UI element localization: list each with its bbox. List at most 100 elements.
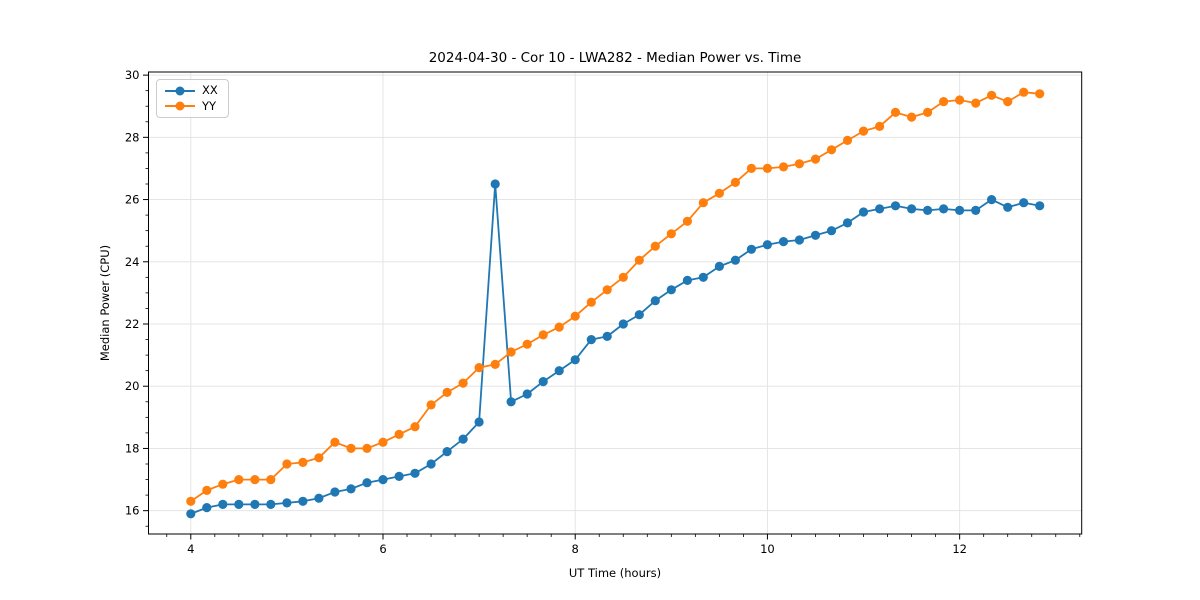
data-point-yy xyxy=(362,443,372,453)
data-point-yy xyxy=(442,387,452,397)
data-point-xx xyxy=(987,195,997,205)
data-point-yy xyxy=(650,241,660,251)
data-point-yy xyxy=(378,437,388,447)
legend-item-yy: YY xyxy=(165,98,218,113)
x-tick-label: 12 xyxy=(952,542,967,556)
data-point-xx xyxy=(875,204,885,214)
data-point-xx xyxy=(186,509,196,519)
data-point-yy xyxy=(234,475,244,485)
data-point-xx xyxy=(554,366,564,376)
data-point-xx xyxy=(842,218,853,228)
data-point-xx xyxy=(442,447,452,457)
data-point-yy xyxy=(202,485,212,495)
data-point-xx xyxy=(714,261,725,271)
data-point-xx xyxy=(394,471,404,481)
data-point-yy xyxy=(923,107,933,117)
data-point-xx xyxy=(650,296,660,306)
data-point-xx xyxy=(474,417,484,427)
data-point-yy xyxy=(474,363,484,373)
x-tick-label: 8 xyxy=(572,542,579,556)
data-point-xx xyxy=(1019,198,1029,208)
data-point-yy xyxy=(939,97,949,107)
data-point-yy xyxy=(602,285,612,295)
y-tick-label: 16 xyxy=(125,504,140,518)
data-point-xx xyxy=(202,503,212,513)
data-point-xx xyxy=(730,255,741,265)
y-tick-label: 28 xyxy=(125,130,140,144)
data-point-xx xyxy=(634,310,644,320)
data-point-xx xyxy=(234,499,244,509)
data-point-xx xyxy=(490,179,500,189)
data-point-yy xyxy=(186,496,196,506)
data-point-xx xyxy=(410,468,420,478)
data-point-yy xyxy=(346,443,356,453)
data-point-yy xyxy=(746,163,757,173)
legend-item-xx: XX xyxy=(165,84,218,97)
x-tick-label: 10 xyxy=(760,542,775,556)
data-point-yy xyxy=(955,95,965,105)
data-point-yy xyxy=(682,216,693,226)
data-point-xx xyxy=(858,207,869,217)
data-point-yy xyxy=(698,198,708,208)
data-point-yy xyxy=(714,188,725,198)
data-point-yy xyxy=(538,330,548,340)
data-point-xx xyxy=(378,475,388,485)
data-point-xx xyxy=(282,498,292,508)
data-point-yy xyxy=(1003,97,1013,107)
data-point-yy xyxy=(810,154,821,164)
data-point-yy xyxy=(250,475,260,485)
data-point-xx xyxy=(346,484,356,494)
data-point-xx xyxy=(955,205,965,215)
series-line-yy xyxy=(189,91,1041,503)
data-point-xx xyxy=(1035,201,1045,211)
data-point-xx xyxy=(923,205,933,215)
data-point-xx xyxy=(362,478,372,488)
data-point-yy xyxy=(490,359,500,369)
data-point-xx xyxy=(939,204,949,214)
data-point-xx xyxy=(570,355,580,365)
data-point-yy xyxy=(778,162,789,172)
data-point-xx xyxy=(698,272,708,282)
data-point-xx xyxy=(586,335,596,345)
data-point-xx xyxy=(762,240,773,250)
data-point-yy xyxy=(858,126,869,136)
data-point-yy xyxy=(266,475,276,485)
data-point-xx xyxy=(682,275,693,285)
data-point-yy xyxy=(570,311,580,321)
data-point-xx xyxy=(794,235,805,245)
data-point-xx xyxy=(506,397,516,407)
y-tick-label: 20 xyxy=(125,379,140,393)
data-point-xx xyxy=(250,499,260,509)
data-point-xx xyxy=(314,493,324,503)
data-point-yy xyxy=(506,347,516,357)
data-point-xx xyxy=(522,389,532,399)
data-point-yy xyxy=(826,145,837,155)
data-point-xx xyxy=(458,434,468,444)
data-point-yy xyxy=(618,272,628,282)
data-point-yy xyxy=(890,107,901,117)
data-point-xx xyxy=(618,319,628,329)
series-line-xx xyxy=(189,183,1041,515)
data-point-yy xyxy=(666,229,676,239)
data-point-yy xyxy=(394,429,404,439)
data-point-yy xyxy=(987,90,997,100)
data-point-yy xyxy=(1035,89,1045,99)
axes-spines xyxy=(148,71,1083,535)
data-point-xx xyxy=(810,230,821,240)
data-point-yy xyxy=(794,159,805,169)
y-tick-label: 30 xyxy=(125,68,140,82)
legend: XX YY xyxy=(156,79,229,118)
legend-label-yy: YY xyxy=(202,98,217,113)
data-point-yy xyxy=(282,459,292,469)
data-point-xx xyxy=(666,285,676,295)
xx-line-marker-icon xyxy=(165,86,195,96)
y-tick-label: 18 xyxy=(125,441,140,455)
data-point-yy xyxy=(426,400,436,410)
data-point-xx xyxy=(218,499,228,509)
data-point-xx xyxy=(330,487,340,497)
data-point-yy xyxy=(875,121,885,131)
data-point-xx xyxy=(266,499,276,509)
data-point-yy xyxy=(730,177,741,187)
